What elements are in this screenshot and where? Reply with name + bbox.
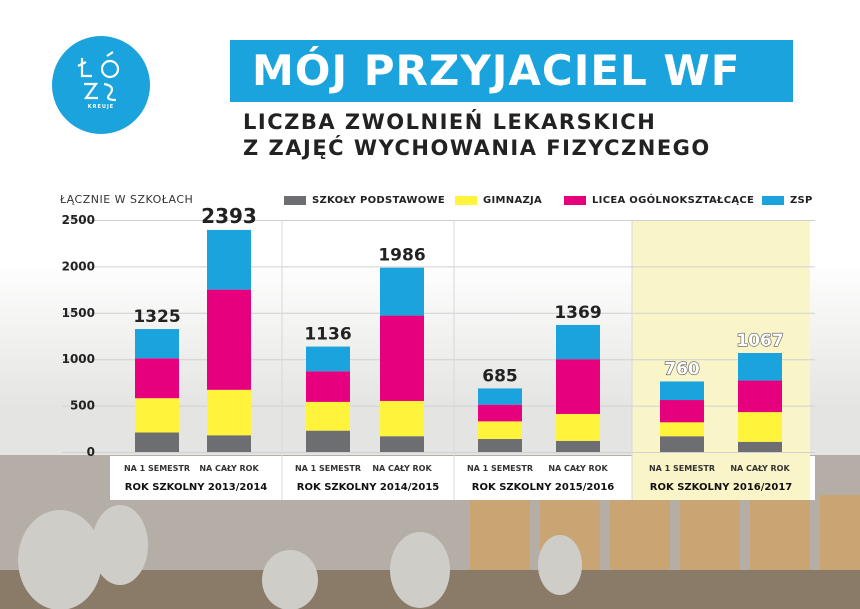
bar-segment xyxy=(478,439,522,452)
legend-swatch xyxy=(564,195,586,205)
bar-total-label: 1325 xyxy=(133,307,180,327)
x-tick-label: NA CAŁY ROK xyxy=(372,464,432,473)
legend-swatch xyxy=(455,195,477,205)
bar-segment xyxy=(556,359,600,414)
y-tick-label: 2000 xyxy=(62,259,95,273)
bar-segment xyxy=(135,329,179,359)
y-tick-label: 1500 xyxy=(62,306,95,320)
y-tick-label: 500 xyxy=(70,399,95,413)
x-tick-label: NA 1 SEMESTR xyxy=(649,464,715,473)
x-tick-label: NA CAŁY ROK xyxy=(199,464,259,473)
bar-segment xyxy=(738,412,782,442)
subtitle-line-2: Z ZAJĘĆ WYCHOWANIA FIZYCZNEGO xyxy=(243,136,711,160)
x-tick-label: NA 1 SEMESTR xyxy=(124,464,190,473)
page-title: MÓJ PRZYJACIEL WF xyxy=(252,46,741,95)
bar-total-label: 1986 xyxy=(378,246,425,266)
group-label: ROK SZKOLNY 2015/2016 xyxy=(472,482,615,493)
bar-segment xyxy=(207,289,251,390)
lodz-logo: KREUJE xyxy=(52,36,150,134)
bar-segment xyxy=(556,324,600,360)
bar-total-label: 1136 xyxy=(304,325,351,345)
x-tick-label: NA CAŁY ROK xyxy=(548,464,608,473)
bar-segment xyxy=(738,441,782,452)
bar-segment xyxy=(207,389,251,436)
bar-segment xyxy=(478,421,522,440)
legend-item-gimnazja: GIMNAZJA xyxy=(455,193,542,207)
bar-segment xyxy=(478,388,522,405)
bar-total-label: 1067 xyxy=(736,331,783,351)
bar-segment xyxy=(135,432,179,452)
bar-segment xyxy=(306,371,350,402)
bar-segment xyxy=(207,435,251,452)
legend-label: LICEA OGÓLNOKSZTAŁCĄCE xyxy=(592,194,755,206)
bar-segment xyxy=(660,381,704,401)
legend-item-zsp: ZSP xyxy=(762,193,813,207)
bar-segment xyxy=(135,398,179,433)
legend-label: ZSP xyxy=(790,194,813,206)
bar-segment xyxy=(380,400,424,437)
bar-segment xyxy=(380,267,424,316)
logo-caption: KREUJE xyxy=(87,104,115,110)
legend-swatch xyxy=(762,195,784,205)
y-axis-title: ŁĄCZNIE W SZKOŁACH xyxy=(60,193,194,206)
bar-segment xyxy=(660,400,704,423)
bar-segment xyxy=(660,436,704,452)
legend-swatch xyxy=(284,195,306,205)
legend-label: GIMNAZJA xyxy=(483,194,543,206)
x-tick-label: NA 1 SEMESTR xyxy=(295,464,361,473)
bar-total-label: 2393 xyxy=(201,204,257,228)
y-tick-label: 0 xyxy=(87,445,95,459)
bar-segment xyxy=(207,229,251,290)
y-tick-label: 1000 xyxy=(62,352,95,366)
bar-segment xyxy=(478,404,522,422)
bar-total-label: 1369 xyxy=(554,303,601,323)
bar-segment xyxy=(556,440,600,452)
bar-total-label: 760 xyxy=(664,359,700,379)
x-tick-label: NA 1 SEMESTR xyxy=(467,464,533,473)
bar-segment xyxy=(660,422,704,437)
bar-segment xyxy=(306,346,350,372)
legend-label: SZKOŁY PODSTAWOWE xyxy=(312,194,446,206)
bar-segment xyxy=(556,413,600,441)
bar-segment xyxy=(380,315,424,401)
group-label: ROK SZKOLNY 2014/2015 xyxy=(297,482,440,493)
bar-total-label: 685 xyxy=(482,366,518,386)
bar-segment xyxy=(738,352,782,381)
bar-segment xyxy=(738,380,782,413)
bar-segment xyxy=(135,358,179,399)
title-banner: MÓJ PRZYJACIEL WF xyxy=(230,40,793,102)
group-label: ROK SZKOLNY 2016/2017 xyxy=(650,482,793,493)
x-tick-label: NA CAŁY ROK xyxy=(730,464,790,473)
bar-segment xyxy=(306,401,350,431)
legend-item-licea: LICEA OGÓLNOKSZTAŁCĄCE xyxy=(564,193,754,207)
bar-segment xyxy=(380,436,424,452)
bar-segment xyxy=(306,430,350,452)
y-tick-label: 2500 xyxy=(62,213,95,227)
group-label: ROK SZKOLNY 2013/2014 xyxy=(125,482,268,493)
legend-item-szkoly-podstawowe: SZKOŁY PODSTAWOWE xyxy=(284,193,445,207)
subtitle-line-1: LICZBA ZWOLNIEŃ LEKARSKICH xyxy=(243,110,657,134)
